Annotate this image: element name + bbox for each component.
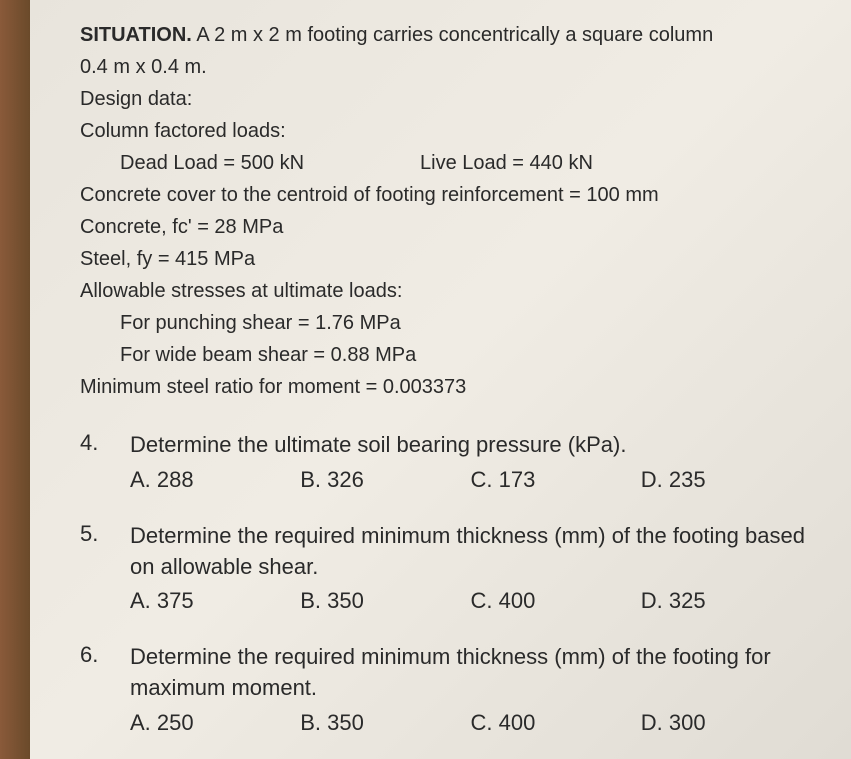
situation-line2: 0.4 m x 0.4 m. xyxy=(80,52,811,82)
allowable-label: Allowable stresses at ultimate loads: xyxy=(80,276,811,306)
situation-block: SITUATION. A 2 m x 2 m footing carries c… xyxy=(80,20,811,402)
dead-load: Dead Load = 500 kN xyxy=(120,148,420,178)
column-loads-label: Column factored loads: xyxy=(80,116,811,146)
loads-line: Dead Load = 500 kN Live Load = 440 kN xyxy=(80,148,811,178)
punching-shear: For punching shear = 1.76 MPa xyxy=(80,308,811,338)
option-c: C. 173 xyxy=(471,467,641,493)
question-6: 6. Determine the required minimum thickn… xyxy=(80,642,811,736)
concrete-fc: Concrete, fc' = 28 MPa xyxy=(80,212,811,242)
option-b: B. 326 xyxy=(300,467,470,493)
situation-line1: SITUATION. A 2 m x 2 m footing carries c… xyxy=(80,20,811,50)
option-d: D. 325 xyxy=(641,588,811,614)
min-steel-ratio: Minimum steel ratio for moment = 0.00337… xyxy=(80,372,811,402)
option-a: A. 250 xyxy=(130,710,300,736)
question-options: A. 375 B. 350 C. 400 D. 325 xyxy=(130,588,811,614)
concrete-cover: Concrete cover to the centroid of footin… xyxy=(80,180,811,210)
question-text: Determine the ultimate soil bearing pres… xyxy=(130,430,811,461)
live-load: Live Load = 440 kN xyxy=(420,148,593,178)
option-d: D. 300 xyxy=(641,710,811,736)
question-number: 4. xyxy=(80,430,130,493)
question-text: Determine the required minimum thickness… xyxy=(130,521,811,583)
steel-fy: Steel, fy = 415 MPa xyxy=(80,244,811,274)
situation-desc-1: A 2 m x 2 m footing carries concentrical… xyxy=(196,24,713,46)
design-data-label: Design data: xyxy=(80,84,811,114)
question-5: 5. Determine the required minimum thickn… xyxy=(80,521,811,615)
question-number: 5. xyxy=(80,521,130,615)
wide-beam-shear: For wide beam shear = 0.88 MPa xyxy=(80,340,811,370)
option-a: A. 375 xyxy=(130,588,300,614)
option-b: B. 350 xyxy=(300,588,470,614)
question-body: Determine the required minimum thickness… xyxy=(130,642,811,736)
question-4: 4. Determine the ultimate soil bearing p… xyxy=(80,430,811,493)
option-c: C. 400 xyxy=(471,710,641,736)
option-d: D. 235 xyxy=(641,467,811,493)
option-b: B. 350 xyxy=(300,710,470,736)
situation-label: SITUATION. xyxy=(80,24,192,46)
question-body: Determine the required minimum thickness… xyxy=(130,521,811,615)
question-text: Determine the required minimum thickness… xyxy=(130,642,811,704)
question-body: Determine the ultimate soil bearing pres… xyxy=(130,430,811,493)
question-number: 6. xyxy=(80,642,130,736)
option-a: A. 288 xyxy=(130,467,300,493)
question-options: A. 250 B. 350 C. 400 D. 300 xyxy=(130,710,811,736)
option-c: C. 400 xyxy=(471,588,641,614)
question-options: A. 288 B. 326 C. 173 D. 235 xyxy=(130,467,811,493)
